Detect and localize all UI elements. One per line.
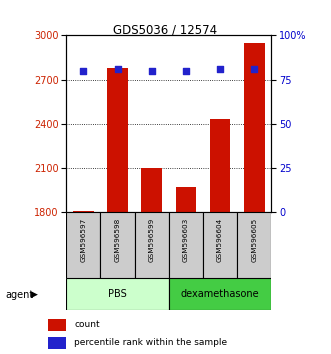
- Text: GSM596605: GSM596605: [251, 218, 257, 262]
- Text: GSM596604: GSM596604: [217, 218, 223, 262]
- Bar: [141, 168, 162, 212]
- Text: GSM596603: GSM596603: [183, 218, 189, 262]
- Bar: [210, 120, 230, 212]
- Text: GSM596598: GSM596598: [115, 218, 120, 262]
- Bar: [237, 212, 271, 278]
- Point: [115, 66, 120, 72]
- Point: [252, 66, 257, 72]
- Bar: [100, 212, 135, 278]
- Bar: [107, 68, 128, 212]
- Point: [149, 68, 154, 74]
- Bar: [169, 278, 271, 310]
- Text: GSM596597: GSM596597: [80, 218, 86, 262]
- Text: ▶: ▶: [31, 290, 38, 299]
- Point: [81, 68, 86, 74]
- Bar: [66, 278, 169, 310]
- Point: [183, 68, 189, 74]
- Text: GDS5036 / 12574: GDS5036 / 12574: [114, 23, 217, 36]
- Bar: [48, 337, 66, 348]
- Text: count: count: [74, 320, 100, 329]
- Bar: [244, 43, 264, 212]
- Bar: [73, 211, 94, 212]
- Text: percentile rank within the sample: percentile rank within the sample: [74, 338, 227, 347]
- Bar: [169, 212, 203, 278]
- Text: agent: agent: [5, 290, 33, 299]
- Point: [217, 66, 223, 72]
- Bar: [66, 212, 100, 278]
- Bar: [135, 212, 169, 278]
- Text: dexamethasone: dexamethasone: [181, 289, 260, 299]
- Bar: [48, 319, 66, 331]
- Text: GSM596599: GSM596599: [149, 218, 155, 262]
- Text: PBS: PBS: [108, 289, 127, 299]
- Bar: [176, 187, 196, 212]
- Bar: [203, 212, 237, 278]
